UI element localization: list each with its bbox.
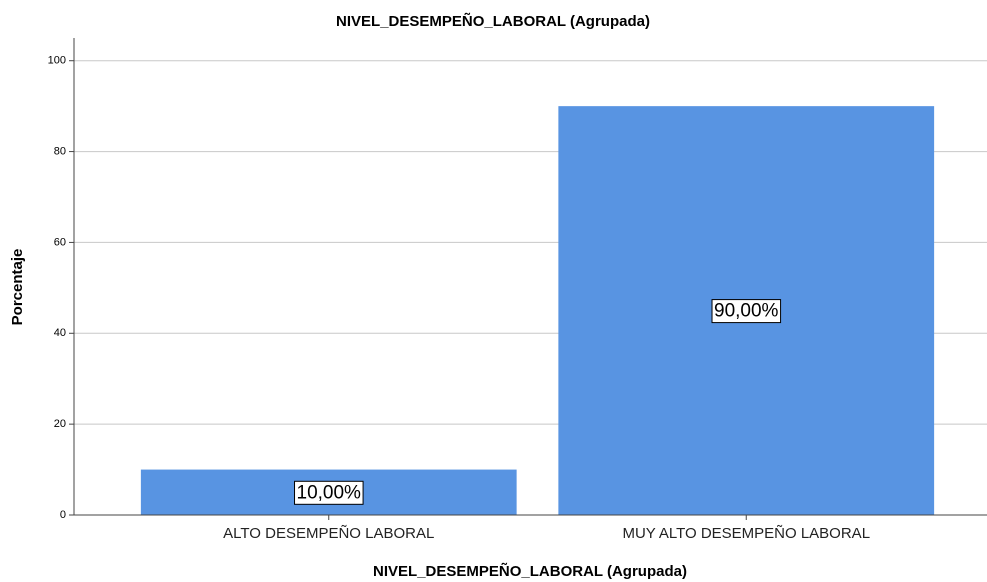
value-label-box (294, 480, 364, 505)
value-label-group: 10,00% (294, 480, 364, 505)
x-tick-label: ALTO DESEMPEÑO LABORAL (223, 525, 434, 542)
y-axis-title: Porcentaje (9, 249, 26, 326)
y-tick-label: 100 (48, 55, 66, 67)
y-tick-label: 40 (54, 327, 66, 339)
x-axis-title: NIVEL_DESEMPEÑO_LABORAL (Agrupada) (373, 562, 687, 580)
y-tick-label: 80 (54, 145, 66, 157)
value-label-group: 90,00% (711, 299, 782, 324)
y-tick-label: 60 (54, 236, 66, 248)
value-label: 90,00% (714, 301, 779, 322)
y-tick-label: 0 (60, 509, 66, 521)
value-label-box (711, 299, 782, 324)
y-tick-label: 20 (54, 418, 66, 430)
value-label: 10,00% (297, 482, 362, 503)
x-tick-label: MUY ALTO DESEMPEÑO LABORAL (622, 525, 870, 542)
chart-title: NIVEL_DESEMPEÑO_LABORAL (Agrupada) (336, 12, 650, 30)
